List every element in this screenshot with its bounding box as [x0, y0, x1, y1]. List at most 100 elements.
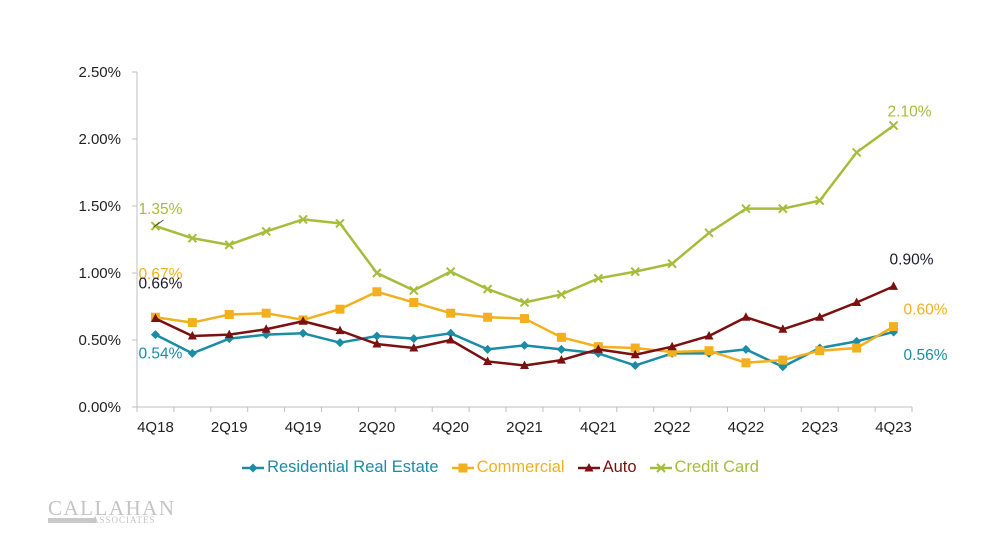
x-marker: [556, 289, 567, 300]
data-label-end: 2.10%: [888, 104, 932, 121]
x-marker: [778, 203, 788, 214]
data-label-start: 0.67%: [138, 266, 182, 283]
data-label-start: 0.66%: [138, 276, 182, 293]
legend-item-auto: Auto: [577, 458, 637, 477]
y-tick-label: 1.00%: [78, 265, 121, 282]
triangle-marker: [778, 324, 788, 333]
square-marker: [446, 308, 456, 318]
x-marker: [655, 462, 666, 473]
callahan-logo: CALLAHAN ASSOCIATES: [48, 496, 176, 528]
data-label-end: 0.60%: [904, 302, 948, 319]
x-tick-label: 4Q23: [875, 419, 912, 436]
triangle-marker: [298, 316, 308, 325]
data-labels: 0.54% 0.56% 0.67% 0.60% 0.66% 0.90% 1.35% 2.10%: [138, 104, 947, 364]
legend-item-commercial: Commercial: [451, 458, 565, 477]
series-auto: [150, 281, 899, 369]
square-marker: [458, 463, 468, 472]
logo-bar: [48, 518, 96, 523]
square-marker: [520, 314, 529, 324]
x-marker: [372, 268, 382, 278]
x-tick-label: 2Q19: [211, 419, 248, 436]
x-marker: [261, 226, 271, 237]
diamond-marker: [630, 360, 640, 370]
leader-line: [153, 219, 164, 228]
square-marker: [409, 297, 419, 307]
diamond-marker: [446, 328, 456, 338]
x-tick-label: 2Q21: [506, 419, 543, 436]
triangle-marker: [187, 330, 197, 340]
diamond-marker: [483, 344, 493, 354]
x-marker: [667, 258, 677, 269]
x-marker: [445, 266, 456, 277]
x-legend-icon: [649, 462, 672, 473]
square-marker: [815, 346, 825, 356]
diamond-marker: [372, 331, 382, 341]
triangle-marker: [815, 312, 825, 321]
x-marker: [409, 285, 419, 296]
x-tick-label: 4Q18: [137, 419, 174, 436]
triangle-marker: [520, 360, 529, 369]
square-marker: [224, 310, 234, 320]
triangle-marker: [483, 356, 493, 365]
triangle-marker: [852, 297, 862, 306]
triangle-marker: [556, 355, 566, 364]
diamond-marker: [409, 334, 419, 344]
diamond-marker: [187, 348, 197, 358]
y-tick-label: 0.00%: [78, 399, 121, 416]
triangle-marker: [335, 325, 345, 335]
x-marker: [815, 195, 825, 206]
square-marker: [889, 322, 899, 332]
triangle-marker: [704, 330, 714, 340]
y-tick-label: 2.50%: [78, 64, 121, 81]
triangle-marker: [593, 344, 603, 353]
series-credit-card: [150, 120, 899, 308]
logo-main-text: CALLAHAN: [48, 496, 176, 520]
diamond-marker: [298, 328, 308, 338]
square-marker: [667, 347, 677, 357]
triangle-legend-icon: [577, 462, 600, 471]
x-marker: [519, 297, 530, 308]
x-marker: [224, 240, 234, 250]
square-marker: [261, 308, 271, 318]
x-marker: [741, 203, 751, 214]
x-tick-label: 2Q20: [359, 419, 396, 436]
square-marker: [852, 343, 862, 353]
y-tick-label: 2.00%: [78, 131, 121, 148]
diamond-marker: [741, 344, 751, 354]
x-marker: [187, 233, 198, 243]
triangle-marker: [741, 312, 751, 321]
x-tick-label: 4Q21: [580, 419, 617, 436]
square-marker: [556, 332, 566, 342]
square-marker: [630, 343, 640, 353]
y-tick-label: 1.50%: [78, 198, 121, 215]
x-tick-label: 4Q20: [432, 419, 469, 436]
square-marker: [741, 358, 751, 368]
axes: 0.00% 0.50% 1.00% 1.50% 2.00% 2.50% 4Q18 2Q19 4Q…: [78, 64, 913, 436]
legend-item-credit-card: Credit Card: [649, 458, 759, 477]
square-legend-icon: [451, 463, 474, 472]
x-tick-label: 4Q19: [285, 419, 322, 436]
x-marker: [298, 214, 308, 225]
x-marker: [593, 273, 604, 284]
diamond-legend-icon: [242, 463, 265, 472]
triangle-marker: [446, 335, 456, 344]
x-tick-label: 4Q22: [728, 419, 765, 436]
diamond-marker: [335, 338, 345, 348]
diamond-marker: [520, 340, 529, 350]
square-marker: [483, 312, 493, 322]
legend: Residential Real Estate Commercial Auto Cre…: [0, 458, 1000, 480]
square-marker: [778, 355, 788, 365]
x-tick-label: 2Q22: [654, 419, 691, 436]
triangle-marker: [261, 324, 271, 333]
triangle-marker: [667, 341, 677, 351]
y-tick-label: 0.50%: [78, 332, 121, 349]
x-tick-label: 2Q23: [801, 419, 838, 436]
data-label-end: 0.90%: [890, 251, 934, 268]
triangle-marker: [409, 343, 419, 352]
triangle-marker: [224, 329, 234, 339]
data-label-end: 0.56%: [904, 347, 948, 364]
legend-label: Auto: [602, 458, 637, 476]
square-marker: [335, 304, 345, 314]
series-line-credit-card: [155, 124, 895, 304]
data-label-start: 0.54%: [138, 346, 182, 363]
